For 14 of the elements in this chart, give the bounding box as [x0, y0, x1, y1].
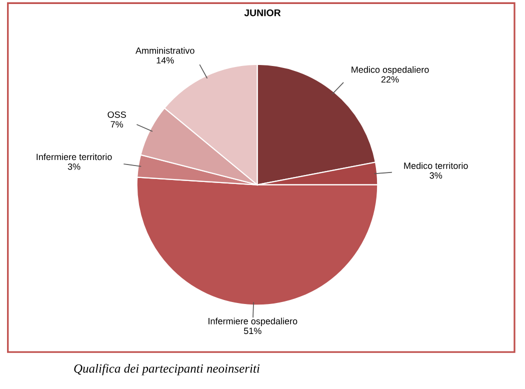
- data-label: 7%: [110, 121, 124, 128]
- data-label: 3%: [68, 163, 80, 170]
- slice-label: Amministrativo: [136, 47, 194, 54]
- slice-label: Medico territorio: [404, 162, 468, 169]
- chart-title: JUNIOR: [244, 9, 281, 16]
- slice-label: Medico ospedaliero: [352, 66, 429, 75]
- slice-label: Infermiere ospedaliero: [208, 318, 298, 326]
- slice-label: Infermiere territorio: [36, 153, 112, 160]
- data-label: 3%: [430, 172, 442, 179]
- data-label: 14%: [156, 57, 174, 64]
- text: Qualifica dei partecipanti neoinseriti: [74, 364, 260, 376]
- data-label: 51%: [244, 328, 262, 334]
- data-label: 22%: [381, 76, 399, 83]
- slice-label: OSS: [108, 111, 126, 118]
